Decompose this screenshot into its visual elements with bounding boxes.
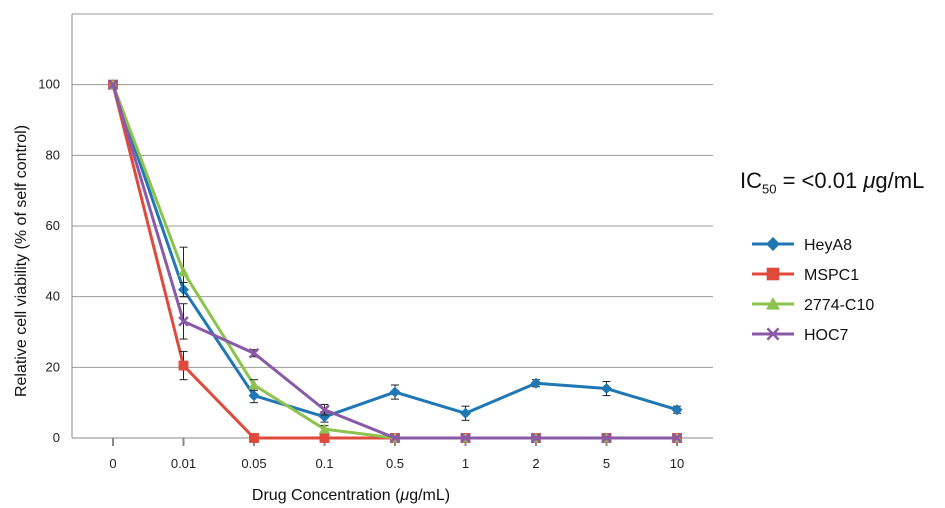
x-marker-stroke — [248, 347, 260, 359]
data-point-heya8 — [389, 386, 401, 398]
y-tick-label: 40 — [46, 289, 60, 304]
series-hoc7 — [107, 79, 683, 444]
x-marker-stroke — [766, 327, 780, 341]
data-point-hoc7 — [248, 347, 260, 359]
data-point-heya8 — [671, 404, 683, 416]
data-point-hoc7 — [319, 404, 330, 416]
legend-item-hoc7: HOC7 — [752, 327, 849, 344]
x-marker-stroke — [389, 432, 401, 444]
legend: HeyA8 MSPC1 2774-C10 HOC7 — [752, 237, 874, 344]
y-axis-label: Relative cell viability (% of self contr… — [13, 125, 30, 397]
data-point-heya8 — [530, 377, 542, 389]
data-point-mspc1 — [319, 433, 330, 443]
series-heya8 — [107, 79, 683, 423]
x-tick-label: 2 — [532, 456, 539, 471]
x-marker-stroke — [530, 432, 542, 444]
y-tick-label: 0 — [53, 430, 60, 445]
data-point-hoc7 — [671, 432, 683, 444]
y-tick-labels: 0 20 40 60 80 100 — [38, 77, 60, 445]
series-layer — [107, 79, 683, 444]
x-marker-stroke — [107, 79, 119, 90]
x-tick-label: 0 — [109, 456, 116, 471]
data-point-hoc7 — [530, 432, 542, 444]
x-tick-label: 10 — [670, 456, 684, 471]
y-tick-label: 60 — [46, 218, 60, 233]
data-point-hoc7 — [601, 432, 612, 444]
gridlines — [72, 13, 713, 439]
x-tick-label: 0.05 — [241, 456, 266, 471]
legend-label: MSPC1 — [804, 267, 859, 284]
data-point-hoc7 — [178, 316, 189, 327]
x-marker-stroke — [671, 432, 683, 444]
x-marker-stroke — [460, 432, 471, 444]
x-tick-label: 1 — [462, 456, 469, 471]
x-marker-stroke — [319, 404, 330, 416]
x-tick-label: 0.01 — [171, 456, 196, 471]
legend-label: 2774-C10 — [804, 297, 874, 314]
x-marker-stroke — [601, 432, 612, 444]
x-tick-label: 0.1 — [315, 456, 333, 471]
legend-swatch-marker — [766, 237, 780, 251]
legend-label: HOC7 — [804, 327, 849, 344]
data-point-mspc1 — [249, 433, 259, 443]
legend-item-mspc1: MSPC1 — [752, 267, 859, 284]
legend-swatch-marker — [766, 297, 780, 310]
data-point-hoc7 — [460, 432, 471, 444]
y-tick-label: 20 — [46, 359, 60, 374]
legend-item-heya8: HeyA8 — [752, 237, 852, 254]
x-tick-label: 0.5 — [386, 456, 404, 471]
x-axis-label: Drug Concentration (μg/mL) — [252, 487, 450, 504]
y-tick-label: 100 — [38, 77, 60, 92]
x-marker-stroke — [178, 316, 189, 327]
x-tick-labels: 0 0.01 0.05 0.1 0.5 1 2 5 10 — [109, 438, 684, 471]
data-point-heya8 — [248, 390, 260, 402]
legend-swatch-marker — [766, 267, 780, 281]
data-point-heya8 — [460, 407, 471, 419]
data-point-hoc7 — [389, 432, 401, 444]
y-tick-label: 80 — [46, 147, 60, 162]
data-point-mspc1 — [178, 360, 189, 371]
ic50-annotation: IC50 = <0.01 μg/mL — [740, 168, 925, 197]
data-point-2774-c10 — [178, 266, 189, 277]
x-tick-label: 5 — [603, 456, 610, 471]
legend-item-2774-c10: 2774-C10 — [752, 297, 874, 314]
data-point-hoc7 — [107, 79, 119, 90]
legend-label: HeyA8 — [804, 237, 852, 254]
data-point-2774-c10 — [248, 379, 260, 390]
data-point-2774-c10 — [319, 423, 330, 434]
legend-swatch-marker — [766, 327, 780, 341]
data-point-heya8 — [601, 383, 612, 395]
